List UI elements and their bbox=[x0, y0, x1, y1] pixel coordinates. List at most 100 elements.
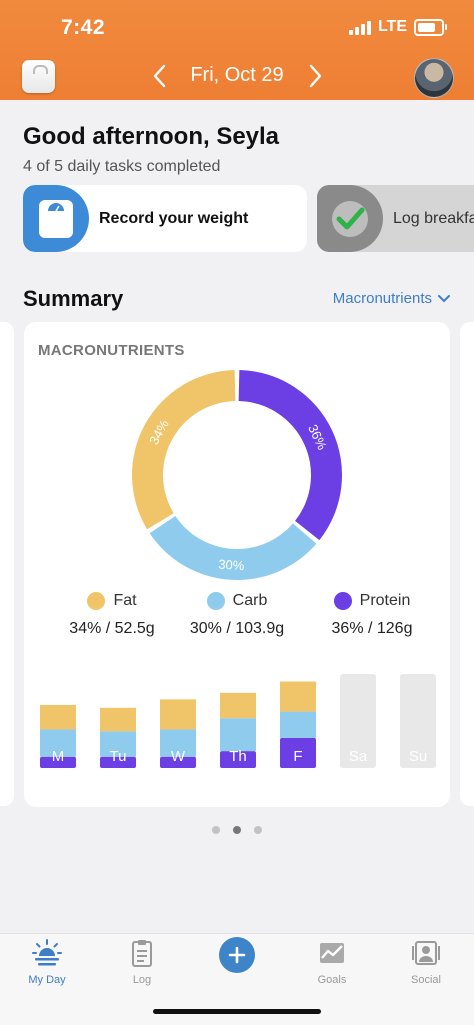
legend-protein: Protein 36% / 126g bbox=[314, 592, 430, 638]
task-icon-box bbox=[317, 185, 383, 252]
clipboard-icon bbox=[132, 940, 152, 967]
bar-day-sa[interactable]: Sa bbox=[340, 674, 376, 768]
legend-carb: Carb 30% / 103.9g bbox=[179, 592, 295, 638]
legend-label-fat: Fat bbox=[113, 592, 137, 609]
date-label[interactable]: Fri, Oct 29 bbox=[190, 64, 284, 86]
card-title: MACRONUTRIENTS bbox=[38, 342, 185, 359]
page-dot[interactable] bbox=[212, 826, 220, 834]
avatar[interactable] bbox=[414, 58, 454, 98]
legend-dot-fat bbox=[87, 592, 106, 610]
page-dot[interactable] bbox=[254, 826, 262, 834]
legend-label-protein: Protein bbox=[359, 592, 411, 609]
task-icon-box bbox=[23, 185, 89, 252]
bar-day-w[interactable]: W bbox=[160, 699, 196, 768]
page-dot[interactable] bbox=[233, 826, 241, 834]
bar-label: Tu bbox=[110, 748, 127, 765]
tab-social[interactable]: Social bbox=[386, 938, 466, 986]
signal-icon bbox=[348, 20, 371, 35]
next-day-button[interactable] bbox=[303, 62, 329, 90]
goals-chart-icon bbox=[320, 943, 344, 963]
donut-label-carb: 30% bbox=[218, 557, 245, 574]
bar-segment-carb bbox=[280, 711, 316, 738]
app-header: 7:42 LTE Fri, Oct 29 bbox=[0, 0, 474, 100]
tab-label: My Day bbox=[28, 974, 66, 986]
bar-segment-protein bbox=[280, 737, 316, 768]
bar-day-th[interactable]: Th bbox=[220, 692, 256, 768]
donut-slice-carb bbox=[149, 516, 317, 580]
bar-empty bbox=[400, 674, 436, 768]
scale-icon[interactable] bbox=[22, 60, 55, 93]
bar-segment-fat bbox=[280, 681, 316, 712]
summary-dropdown-label: Macronutrients bbox=[332, 290, 432, 307]
next-card-peek[interactable] bbox=[460, 322, 474, 806]
previous-day-button[interactable] bbox=[146, 62, 172, 90]
network-label: LTE bbox=[377, 18, 407, 35]
bar-segment-protein bbox=[100, 756, 136, 768]
tab-label: Social bbox=[411, 974, 441, 986]
weekly-macros-bar-chart[interactable]: M Tu W Th F Sa Su bbox=[24, 322, 450, 807]
task-label: Record your weight bbox=[99, 209, 249, 227]
social-icon bbox=[412, 941, 440, 965]
tab-bar: My Day Log Goals Social bbox=[0, 933, 474, 1025]
bar-day-su[interactable]: Su bbox=[400, 674, 436, 768]
legend-value-fat: 34% / 52.5g bbox=[69, 620, 155, 637]
legend-fat: Fat 34% / 52.5g bbox=[54, 592, 170, 638]
bar-segment-fat bbox=[40, 705, 76, 730]
plus-icon bbox=[228, 946, 246, 964]
bar-segment-carb bbox=[100, 731, 136, 757]
legend-dot-carb bbox=[206, 592, 225, 610]
bar-segment-fat bbox=[220, 692, 256, 719]
tab-goals[interactable]: Goals bbox=[292, 938, 372, 986]
bar-segment-fat bbox=[100, 707, 136, 732]
add-button[interactable] bbox=[219, 937, 255, 973]
bar-segment-protein bbox=[160, 756, 196, 768]
bar-segment-carb bbox=[220, 718, 256, 752]
tab-label: Goals bbox=[317, 974, 347, 986]
bar-label: W bbox=[171, 748, 186, 765]
bar-day-f[interactable]: F bbox=[280, 681, 316, 768]
donut-slice-fat bbox=[132, 370, 236, 530]
bar-label: M bbox=[52, 748, 65, 765]
task-card-record-weight[interactable]: Record your weight bbox=[23, 185, 307, 252]
summary-title: Summary bbox=[23, 286, 124, 311]
page-indicator[interactable] bbox=[0, 826, 474, 834]
legend-label-carb: Carb bbox=[232, 592, 268, 609]
chevron-left-icon bbox=[153, 64, 166, 88]
scale-icon bbox=[39, 199, 73, 238]
bar-segment-carb bbox=[160, 729, 196, 757]
tab-log[interactable]: Log bbox=[102, 938, 182, 986]
bar-label: Su bbox=[409, 748, 427, 765]
tasks-progress: 4 of 5 daily tasks completed bbox=[23, 158, 221, 175]
macronutrients-donut-chart: 36%30%34% bbox=[132, 370, 342, 580]
bar-empty bbox=[340, 674, 376, 768]
bar-segment-protein bbox=[220, 751, 256, 768]
bar-day-m[interactable]: M bbox=[40, 705, 76, 768]
bar-label: Th bbox=[229, 748, 247, 765]
greeting-title: Good afternoon, Seyla bbox=[23, 123, 280, 150]
sunrise-icon bbox=[32, 939, 62, 966]
bar-segment-protein bbox=[40, 756, 76, 768]
status-time: 7:42 bbox=[61, 16, 106, 39]
previous-card-peek[interactable] bbox=[0, 322, 14, 806]
chevron-right-icon bbox=[309, 64, 322, 88]
legend-value-carb: 30% / 103.9g bbox=[189, 620, 285, 637]
bar-segment-fat bbox=[160, 699, 196, 730]
bar-day-tu[interactable]: Tu bbox=[100, 707, 136, 768]
chevron-down-icon bbox=[438, 294, 450, 302]
tab-my-day[interactable]: My Day bbox=[7, 938, 87, 986]
donut-slice-protein bbox=[238, 370, 342, 541]
battery-icon bbox=[414, 18, 447, 36]
task-label: Log breakfast bbox=[393, 209, 474, 227]
bar-label: Sa bbox=[349, 748, 368, 765]
home-indicator bbox=[153, 1009, 321, 1014]
bar-segment-carb bbox=[40, 729, 76, 757]
task-card-log-breakfast[interactable]: Log breakfast bbox=[317, 185, 474, 252]
macronutrients-card: MACRONUTRIENTS 36% 30% 34% Fat 34% / 52.5g… bbox=[24, 322, 450, 807]
bar-label: F bbox=[293, 748, 302, 765]
legend-dot-protein bbox=[333, 592, 352, 610]
legend-value-protein: 36% / 126g bbox=[331, 620, 413, 637]
tab-label: Log bbox=[132, 974, 152, 986]
status-indicators: LTE bbox=[348, 18, 447, 36]
summary-dropdown[interactable]: Macronutrients bbox=[333, 290, 450, 307]
checkmark-icon bbox=[332, 200, 368, 237]
